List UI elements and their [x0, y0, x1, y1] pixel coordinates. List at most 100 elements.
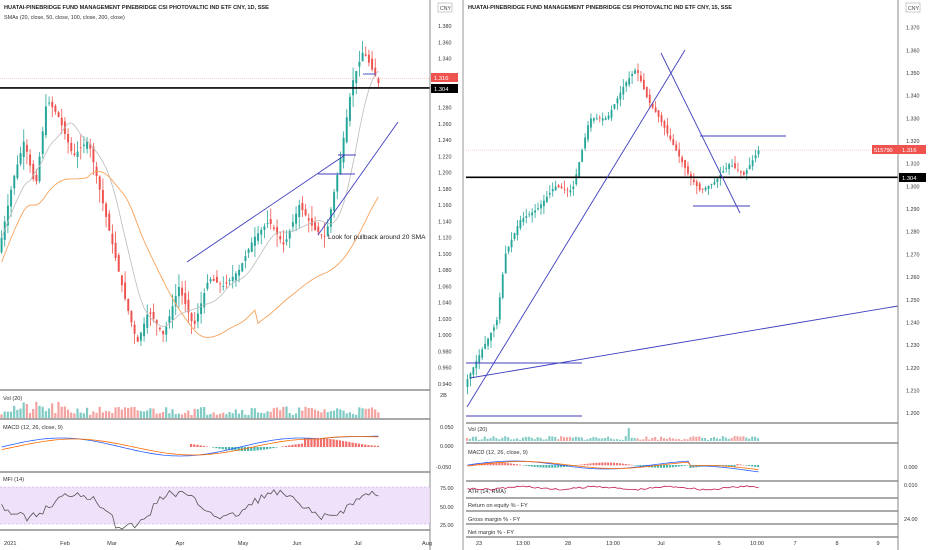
candle-body	[739, 171, 742, 173]
candle-body	[374, 67, 377, 77]
volume-bar	[757, 438, 760, 441]
macd-histogram-bar	[680, 465, 683, 467]
volume-bar	[101, 412, 104, 418]
volume-bar	[536, 437, 539, 441]
candle-body	[279, 236, 282, 240]
candle-body	[200, 303, 203, 315]
macd-histogram-bar	[228, 447, 231, 451]
candle-body	[168, 316, 171, 324]
volume-bar	[545, 439, 548, 441]
volume-bar	[601, 438, 604, 441]
volume-bar	[671, 438, 674, 441]
candle-body	[578, 162, 581, 177]
candle-body	[143, 323, 146, 337]
volume-bar	[28, 412, 32, 418]
x-tick-label: 28	[565, 541, 571, 547]
candle-body	[348, 96, 351, 121]
macd-histogram-bar	[262, 447, 266, 450]
candle-body	[355, 70, 358, 84]
volume-bar	[326, 412, 329, 418]
volume-bar	[66, 409, 70, 418]
right-macd	[466, 460, 760, 473]
volume-bar	[73, 413, 76, 418]
candle-body	[531, 212, 534, 216]
candle-body	[361, 52, 364, 62]
macd-histogram-bar	[533, 465, 536, 467]
right-price-axis: 1.200 1.210 1.220 1.230 1.240 1.250 1.260 1.270…	[906, 26, 920, 418]
y-tick-label: 1.360	[906, 48, 920, 54]
candle-body	[269, 219, 272, 224]
volume-bar	[592, 436, 595, 441]
candle-body	[247, 249, 250, 253]
volume-bar	[247, 414, 250, 418]
candle-body	[610, 109, 613, 118]
candle-body	[263, 226, 266, 230]
x-tick-label: 2021	[4, 541, 16, 547]
macd-histogram-bar	[266, 447, 269, 450]
x-tick-label: Apr	[176, 541, 185, 547]
last-price-badge-left	[431, 73, 458, 82]
y-tick-label: 1.160	[438, 203, 452, 209]
y-tick-label: 1.340	[906, 94, 920, 100]
y-tick-label: 1.120	[438, 236, 452, 242]
mfi-line	[1, 489, 379, 530]
macd-histogram-bar	[592, 463, 595, 466]
macd-histogram-bar	[613, 462, 616, 466]
volume-bar	[336, 408, 339, 418]
candle-body	[510, 239, 513, 248]
volume-bar	[60, 406, 63, 418]
volume-bar	[127, 407, 130, 418]
candle-body	[560, 186, 563, 189]
candle-body	[139, 332, 142, 341]
volume-bar	[228, 411, 231, 418]
macd-histogram-bar	[668, 465, 671, 468]
candle-body	[590, 118, 592, 128]
x-tick-label: Feb	[60, 541, 70, 547]
volume-bar	[95, 412, 98, 418]
volume-bar	[253, 408, 256, 418]
candle-body	[105, 203, 108, 217]
candle-body	[566, 189, 569, 191]
candle-body	[120, 275, 123, 286]
macd-histogram-bar	[237, 447, 240, 451]
trendline-rise	[466, 49, 686, 408]
volume-bar	[618, 439, 621, 441]
candle-body	[684, 159, 686, 168]
y-tick-label: 1.220	[438, 154, 452, 160]
volume-bar	[206, 414, 209, 418]
candle-body	[358, 61, 361, 67]
candle-body	[522, 218, 525, 223]
macd-histogram-bar	[560, 465, 563, 468]
macd-histogram-bar	[754, 465, 757, 467]
candle-body	[342, 137, 345, 163]
candle-body	[481, 349, 484, 358]
currency-tag-left	[437, 2, 453, 13]
candle-body	[212, 278, 215, 281]
candle-body	[35, 174, 38, 182]
macd-histogram-bar	[294, 444, 297, 447]
volume-bar	[332, 410, 336, 418]
candle-body	[701, 188, 704, 190]
macd-histogram-bar	[348, 442, 351, 447]
macd-histogram-bar	[215, 447, 218, 449]
signal-line	[467, 461, 759, 470]
volume-bar	[751, 436, 754, 441]
volume-bar	[489, 438, 492, 441]
volume-bar	[707, 439, 710, 441]
x-tick-label: 13:00	[606, 541, 620, 547]
candle-body	[710, 183, 713, 185]
candle-body	[581, 149, 584, 162]
volume-bar	[501, 437, 504, 441]
macd-histogram-bar	[247, 447, 250, 451]
candle-body	[625, 82, 628, 87]
candle-body	[651, 103, 654, 108]
volume-bar	[712, 436, 716, 441]
candle-body	[563, 188, 566, 190]
macd-histogram-bar	[539, 465, 542, 468]
macd-histogram-bar	[757, 465, 760, 468]
candle-body	[663, 121, 666, 128]
y-tick-label: 0.940	[438, 382, 452, 388]
candle-body	[41, 131, 44, 155]
candle-body	[155, 320, 158, 325]
volume-bar	[85, 407, 89, 418]
